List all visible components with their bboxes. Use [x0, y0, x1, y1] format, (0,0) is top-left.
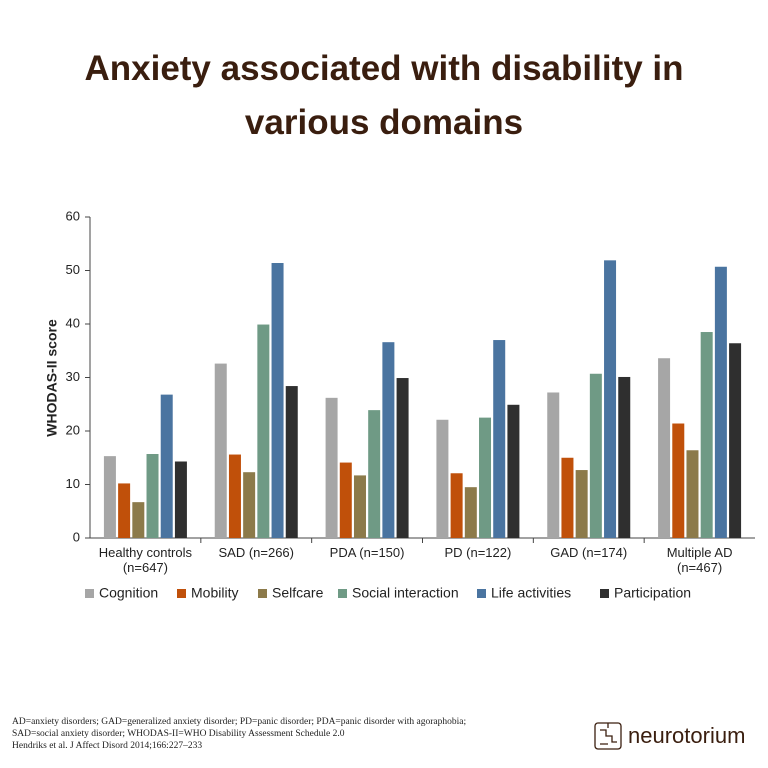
bar — [174, 461, 187, 538]
bar — [686, 450, 699, 538]
bar — [450, 473, 463, 538]
legend-swatch — [477, 589, 486, 598]
bar — [214, 363, 227, 538]
legend-swatch — [177, 589, 186, 598]
y-tick-label: 50 — [66, 262, 80, 277]
bar — [618, 376, 631, 538]
bar — [325, 397, 338, 538]
legend-swatch — [338, 589, 347, 598]
legend-label: Social interaction — [352, 585, 459, 601]
bar — [353, 475, 366, 538]
bar — [382, 342, 395, 538]
bar — [729, 343, 742, 538]
legend-label: Participation — [614, 585, 691, 601]
x-tick-label: Multiple AD (n=467) — [666, 545, 733, 575]
legend-label: Mobility — [191, 585, 238, 601]
bar — [672, 423, 685, 538]
brand: neurotorium — [628, 723, 745, 748]
legend-swatch — [600, 589, 609, 598]
bar — [271, 263, 284, 538]
bar — [257, 324, 270, 538]
x-tick-label: SAD (n=266) — [218, 545, 294, 560]
legend-label: Life activities — [491, 585, 571, 601]
x-tick-label: GAD (n=174) — [550, 545, 628, 560]
bar — [160, 394, 173, 538]
bar — [575, 470, 588, 538]
bar — [700, 332, 713, 538]
bar — [132, 502, 145, 538]
bar — [561, 457, 574, 538]
y-tick-label: 40 — [66, 315, 80, 330]
y-tick-label: 0 — [73, 529, 80, 544]
bar — [146, 454, 159, 538]
y-tick-label: 60 — [66, 208, 80, 223]
x-tick-label: Healthy controls (n=647) — [98, 545, 193, 575]
y-axis-label: WHODAS-II score — [44, 319, 60, 437]
x-tick-label: PD (n=122) — [444, 545, 512, 560]
bar — [368, 410, 381, 538]
legend-swatch — [258, 589, 267, 598]
bar — [339, 462, 352, 538]
bar — [464, 487, 477, 538]
y-tick-label: 20 — [66, 422, 80, 437]
bar — [436, 419, 449, 538]
logo-icon — [594, 722, 622, 750]
bar — [103, 456, 116, 538]
footnote: AD=anxiety disorders; GAD=generalized an… — [12, 717, 466, 727]
bar — [493, 340, 506, 538]
bar — [658, 358, 671, 538]
legend-label: Cognition — [99, 585, 158, 601]
bar — [118, 483, 131, 538]
bar — [243, 472, 256, 538]
bar — [604, 260, 617, 538]
footnote: SAD=social anxiety disorder; WHODAS-II=W… — [12, 729, 345, 739]
footnote: Hendriks et al. J Affect Disord 2014;166… — [12, 740, 202, 751]
legend-label: Selfcare — [272, 585, 324, 601]
bar — [285, 386, 298, 538]
legend-swatch — [85, 589, 94, 598]
bar — [479, 417, 492, 538]
bar — [228, 454, 241, 538]
x-tick-label: PDA (n=150) — [329, 545, 405, 560]
bar — [547, 392, 560, 538]
bar — [396, 378, 409, 538]
y-tick-label: 30 — [66, 369, 80, 384]
chart-title: Anxiety associated with disability in va… — [84, 49, 684, 142]
bar — [589, 373, 602, 538]
y-tick-label: 10 — [66, 476, 80, 491]
bar — [507, 404, 520, 538]
bar — [714, 266, 727, 538]
